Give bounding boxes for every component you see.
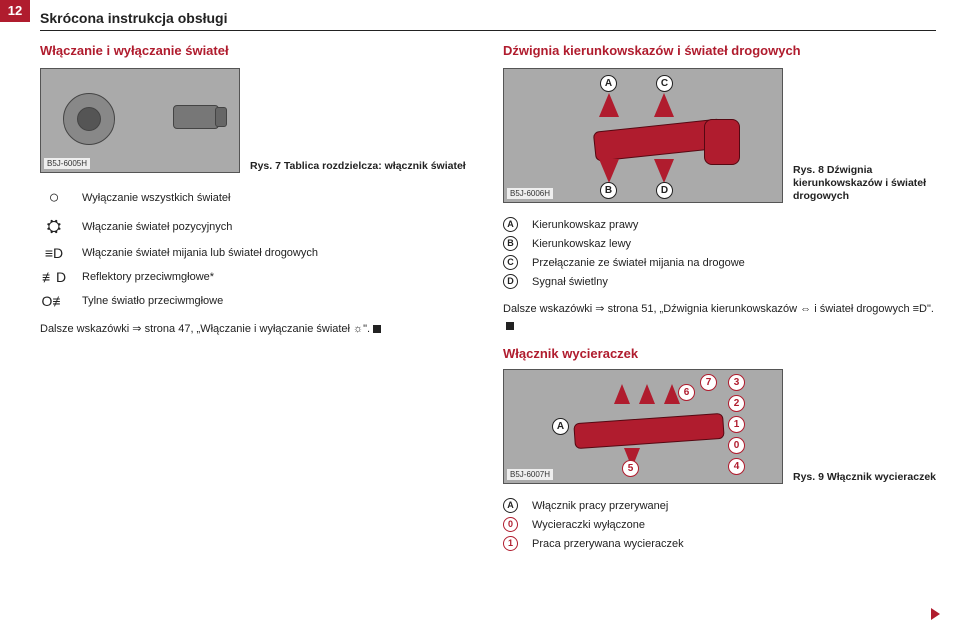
page-number: 12	[0, 0, 30, 22]
marker-a2: A	[552, 418, 569, 435]
marker-d-icon: D	[503, 274, 518, 289]
lights-off-icon: ○	[40, 187, 68, 208]
list-item-text: Tylne światło przeciwmgłowe	[82, 295, 223, 307]
right-section-title: Dźwignia kierunkowskazów i świateł drogo…	[503, 43, 936, 58]
list-item: A Kierunkowskaz prawy	[503, 217, 936, 232]
wiper-section-title: Włącznik wycieraczek	[503, 346, 936, 361]
marker-d: D	[656, 182, 673, 199]
marker-4: 4	[728, 458, 745, 475]
list-item: ≢D Reflektory przeciwmgłowe*	[40, 269, 473, 285]
front-fog-icon: ≢D	[40, 269, 68, 285]
figure-8-image: A C B D B5J-6006H	[503, 68, 783, 203]
figure-9-image: A 3 2 1 0 4 7 6 5 B5J-6007H	[503, 369, 783, 484]
marker-2: 2	[728, 395, 745, 412]
marker-7: 7	[700, 374, 717, 391]
list-item-text: Kierunkowskaz lewy	[532, 238, 631, 250]
list-item-text: Przełączanie ze świateł mijania na drogo…	[532, 257, 745, 269]
marker-a-icon: A	[503, 217, 518, 232]
arrow-icon	[654, 93, 674, 117]
rear-fog-icon: O≢	[40, 293, 68, 309]
marker-5: 5	[622, 460, 639, 477]
list-item: ≡D Włączanie świateł mijania lub świateł…	[40, 245, 473, 261]
marker-0: 0	[728, 437, 745, 454]
list-item-text: Włączanie świateł pozycyjnych	[82, 221, 232, 233]
marker-a: A	[600, 75, 617, 92]
list-item-text: Wyłączanie wszystkich świateł	[82, 192, 230, 204]
arrow-icon	[654, 159, 674, 183]
marker-1: 1	[728, 416, 745, 433]
list-item: B Kierunkowskaz lewy	[503, 236, 936, 251]
left-reference-content: Dalsze wskazówki ⇒ strona 47, „Włączanie…	[40, 323, 370, 335]
left-section-title: Włączanie i wyłączanie świateł	[40, 43, 473, 58]
content-columns: Włączanie i wyłączanie świateł B5J-6005H…	[40, 43, 936, 563]
marker-0-icon: 0	[503, 517, 518, 532]
low-high-beam-icon: ≡D	[40, 245, 68, 261]
arrow-icon	[599, 159, 619, 183]
marker-b: B	[600, 182, 617, 199]
figure-9-row: A 3 2 1 0 4 7 6 5 B5J-6007H Rys. 9 Włącz…	[503, 369, 936, 484]
end-square-icon	[506, 322, 514, 330]
figure-7-caption: Rys. 7 Tablica rozdzielcza: włącznik świ…	[250, 160, 473, 173]
marker-3: 3	[728, 374, 745, 391]
header-title: Skrócona instrukcja obsługi	[40, 10, 936, 31]
marker-c-icon: C	[503, 255, 518, 270]
list-item: ⛭ Włączanie świateł pozycyjnych	[40, 216, 473, 237]
list-item: A Włącznik pracy przerywanej	[503, 498, 936, 513]
marker-c: C	[656, 75, 673, 92]
continue-icon	[931, 608, 940, 620]
figure-7-code: B5J-6005H	[44, 158, 90, 169]
list-item: 1 Praca przerywana wycieraczek	[503, 536, 936, 551]
figure-8-code: B5J-6006H	[507, 188, 553, 199]
arrow-icon	[639, 384, 655, 404]
list-item-text: Praca przerywana wycieraczek	[532, 538, 684, 550]
marker-6: 6	[678, 384, 695, 401]
list-item: D Sygnał świetlny	[503, 274, 936, 289]
arrow-icon	[614, 384, 630, 404]
figure-8-caption: Rys. 8 Dźwignia kierunkowskazów i świate…	[793, 164, 936, 203]
right-reference-text: Dalsze wskazówki ⇒ strona 51, „Dźwignia …	[503, 301, 936, 334]
marker-a-icon: A	[503, 498, 518, 513]
list-item-text: Reflektory przeciwmgłowe*	[82, 271, 214, 283]
list-item: 0 Wycieraczki wyłączone	[503, 517, 936, 532]
right-reference-content: Dalsze wskazówki ⇒ strona 51, „Dźwignia …	[503, 303, 934, 315]
list-item-text: Sygnał świetlny	[532, 276, 608, 288]
left-reference-text: Dalsze wskazówki ⇒ strona 47, „Włączanie…	[40, 321, 473, 338]
marker-1-icon: 1	[503, 536, 518, 551]
list-item: C Przełączanie ze świateł mijania na dro…	[503, 255, 936, 270]
marker-list: A Kierunkowskaz prawy B Kierunkowskaz le…	[503, 217, 936, 289]
end-square-icon	[373, 325, 381, 333]
light-switch-icon-list: ○ Wyłączanie wszystkich świateł ⛭ Włącza…	[40, 187, 473, 309]
arrow-icon	[599, 93, 619, 117]
figure-9-caption: Rys. 9 Włącznik wycieraczek	[793, 471, 936, 484]
figure-7-row: B5J-6005H Rys. 7 Tablica rozdzielcza: wł…	[40, 68, 473, 173]
figure-9-code: B5J-6007H	[507, 469, 553, 480]
list-item-text: Kierunkowskaz prawy	[532, 219, 638, 231]
right-column: Dźwignia kierunkowskazów i świateł drogo…	[503, 43, 936, 563]
position-lights-icon: ⛭	[40, 216, 68, 237]
marker-b-icon: B	[503, 236, 518, 251]
list-item-text: Włącznik pracy przerywanej	[532, 500, 668, 512]
list-item: O≢ Tylne światło przeciwmgłowe	[40, 293, 473, 309]
list-item-text: Włączanie świateł mijania lub świateł dr…	[82, 247, 318, 259]
figure-7-image: B5J-6005H	[40, 68, 240, 173]
left-column: Włączanie i wyłączanie świateł B5J-6005H…	[40, 43, 473, 563]
list-item-text: Wycieraczki wyłączone	[532, 519, 645, 531]
wiper-list: A Włącznik pracy przerywanej 0 Wycieracz…	[503, 498, 936, 551]
figure-8-row: A C B D B5J-6006H Rys. 8 Dźwignia kierun…	[503, 68, 936, 203]
list-item: ○ Wyłączanie wszystkich świateł	[40, 187, 473, 208]
